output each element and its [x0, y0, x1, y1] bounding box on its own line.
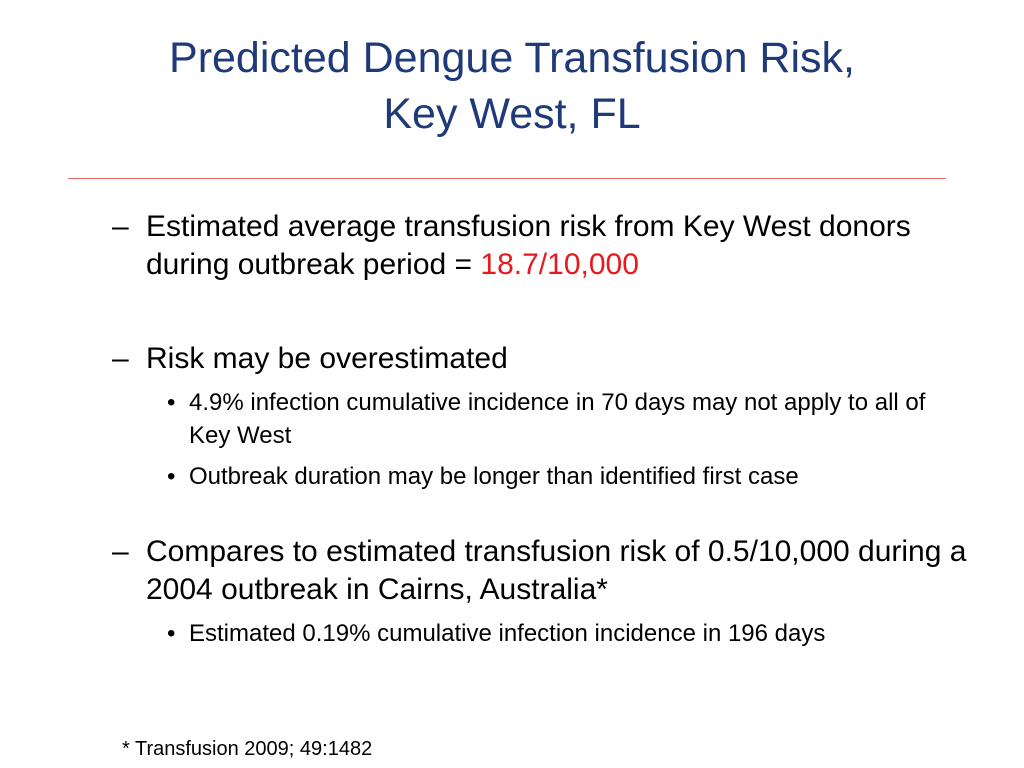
dash-marker: – — [112, 210, 129, 243]
bullet-overestimated: – Risk may be overestimated — [112, 340, 972, 378]
bullet-transfusion-risk: – Estimated average transfusion risk fro… — [112, 208, 972, 284]
subbullet-cairns-incidence: • Estimated 0.19% cumulative infection i… — [112, 617, 972, 650]
subbullet-text: Outbreak duration may be longer than ide… — [189, 463, 799, 490]
dot-marker: • — [167, 620, 176, 647]
bullet-text: Risk may be overestimated — [146, 342, 508, 375]
subbullet-duration: • Outbreak duration may be longer than i… — [112, 460, 972, 493]
footnote-citation: * Transfusion 2009; 49:1482 — [122, 738, 373, 760]
title-divider — [68, 178, 946, 179]
slide-title: Predicted Dengue Transfusion Risk, Key W… — [60, 30, 964, 142]
slide-body: – Estimated average transfusion risk fro… — [112, 208, 972, 650]
risk-value-highlight: 18.7/10,000 — [480, 248, 639, 281]
subbullet-text: Estimated 0.19% cumulative infection inc… — [189, 620, 826, 647]
bullet-text: Estimated average transfusion risk from … — [146, 210, 911, 281]
title-line-2: Key West, FL — [383, 90, 641, 138]
subbullet-incidence: • 4.9% infection cumulative incidence in… — [112, 386, 972, 452]
title-line-1: Predicted Dengue Transfusion Risk, — [169, 34, 855, 82]
bullet-text: Compares to estimated transfusion risk o… — [146, 535, 967, 606]
dot-marker: • — [167, 463, 176, 490]
dot-marker: • — [167, 389, 176, 416]
dash-marker: – — [112, 535, 129, 568]
bullet-cairns-comparison: – Compares to estimated transfusion risk… — [112, 533, 972, 609]
dash-marker: – — [112, 342, 129, 375]
subbullet-text: 4.9% infection cumulative incidence in 7… — [189, 389, 926, 449]
